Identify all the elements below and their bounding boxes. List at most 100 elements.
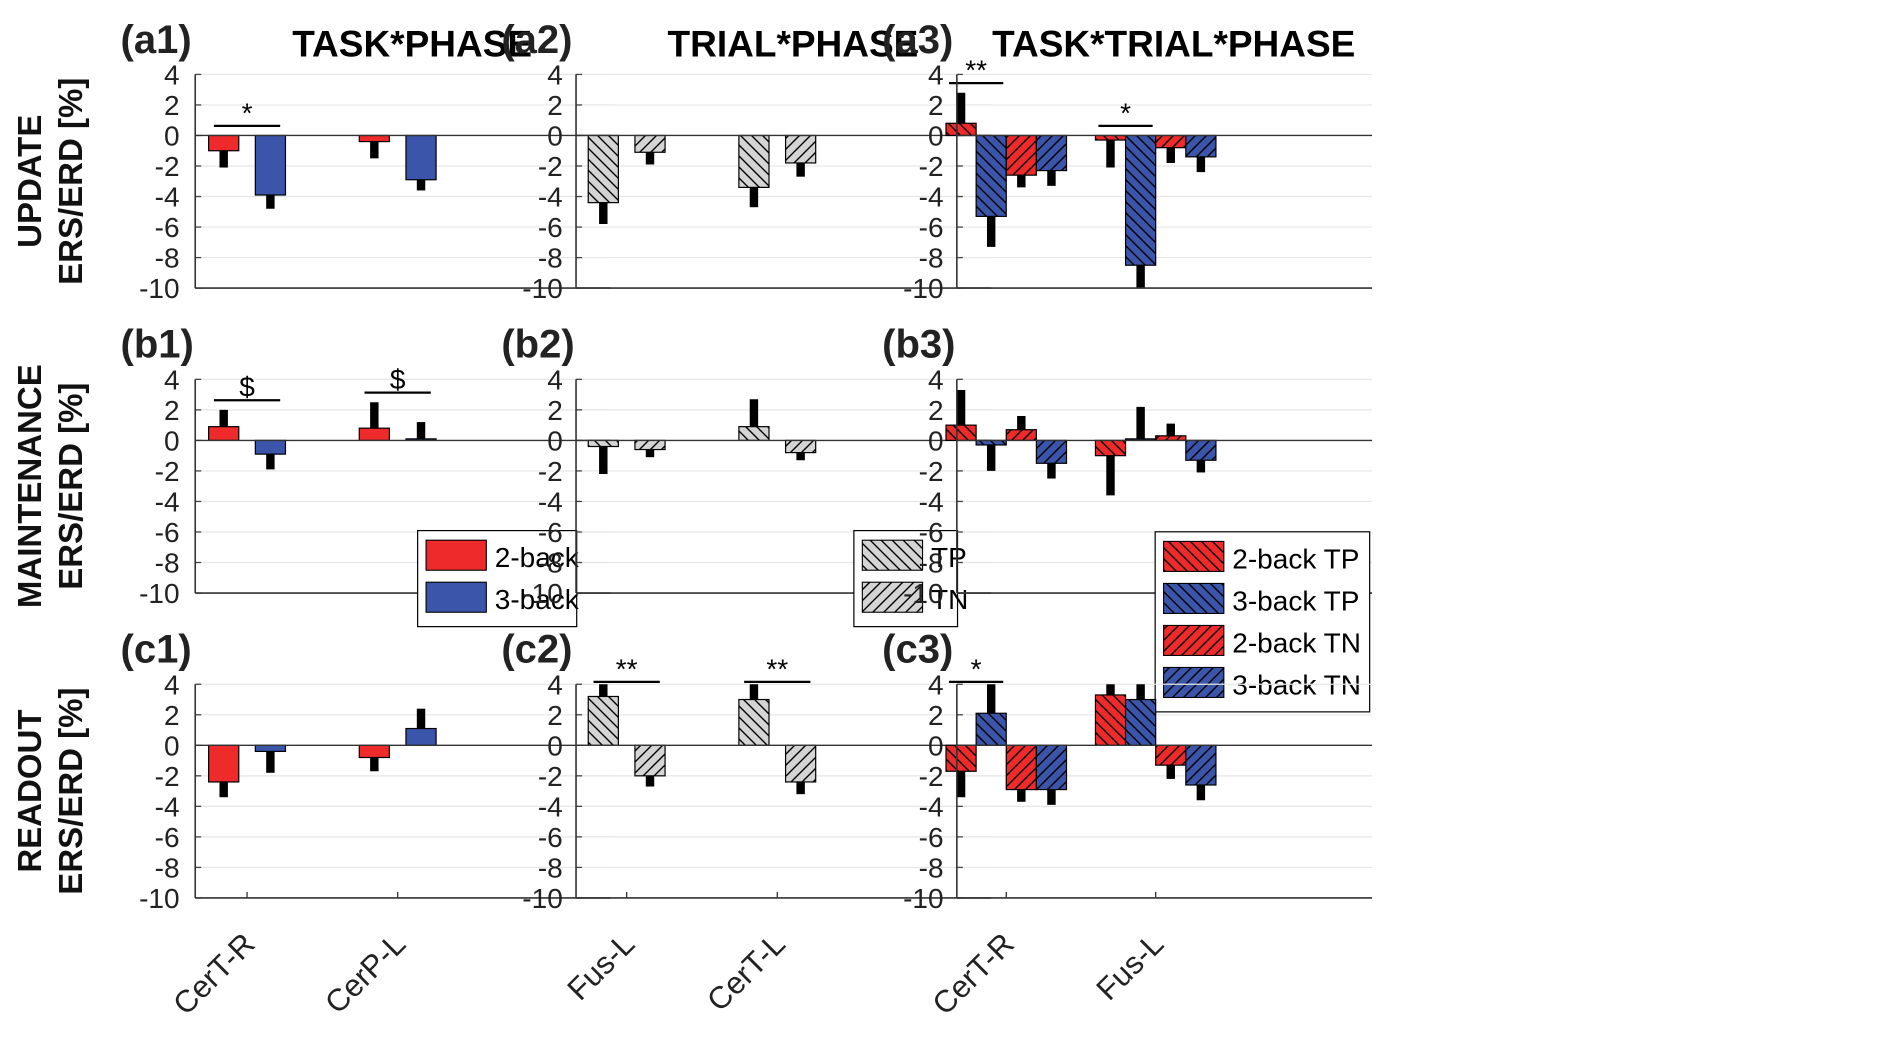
y-tick-label: 2 — [547, 395, 563, 426]
legend-label: 3-back TP — [1232, 585, 1359, 616]
panel-a3: 420-2-4-6-8-10***(a3) TASK*TRIAL*PHASE — [882, 18, 1373, 304]
bar — [358, 427, 390, 441]
bar-hatch — [1185, 135, 1216, 157]
y-tick-label: -2 — [538, 761, 563, 792]
bar-hatch — [588, 135, 619, 203]
y-tick-label: -6 — [919, 212, 944, 243]
y-tick-label: 4 — [164, 669, 180, 700]
bar-hatch — [1036, 745, 1067, 790]
row-ylabel-line-2: ERS/ERD [%] — [52, 383, 89, 590]
row-ylabel: READOUT ERS/ERD [%] — [11, 688, 89, 895]
y-tick-label: -6 — [155, 212, 180, 243]
bar-hatch — [976, 440, 1007, 445]
bar-hatch — [1036, 135, 1067, 171]
y-tick-label: 4 — [164, 364, 180, 395]
y-tick-label: -10 — [903, 273, 943, 304]
row-ylabel-line-2: ERS/ERD [%] — [52, 688, 89, 895]
bar-hatch — [588, 440, 619, 447]
y-tick-label: -2 — [155, 761, 180, 792]
panel-label: (c1) — [121, 628, 192, 672]
bar-hatch — [785, 135, 816, 163]
panel-label: (a2) — [501, 18, 572, 62]
y-tick-label: 4 — [547, 669, 563, 700]
y-tick-label: -2 — [919, 761, 944, 792]
category-label: CerT-L — [700, 926, 792, 1018]
y-tick-label: -10 — [903, 883, 943, 914]
y-tick-label: -4 — [919, 791, 944, 822]
bar-hatch — [588, 696, 619, 746]
y-tick-label: 0 — [928, 730, 944, 761]
significance-label: $ — [390, 364, 406, 395]
bar — [254, 439, 287, 455]
y-tick-label: -8 — [155, 548, 180, 579]
bar-hatch — [1155, 135, 1186, 148]
category-label: CerT-R — [166, 926, 261, 1021]
y-tick-label: -8 — [155, 852, 180, 883]
legend-swatch — [425, 581, 487, 613]
bar-hatch — [738, 135, 770, 188]
category-label: CerT-R — [925, 926, 1020, 1021]
row-ylabel-line-1: UPDATE — [11, 115, 48, 248]
panel-title: TASK*PHASE — [292, 23, 532, 64]
y-tick-label: 0 — [547, 730, 563, 761]
significance-label: * — [242, 97, 253, 128]
panel-b3: 420-2-4-6-8-10(b3)2-back TP3-back TP2-ba… — [882, 323, 1373, 713]
y-tick-label: 4 — [547, 364, 563, 395]
y-tick-label: -10 — [903, 578, 943, 609]
significance-label: * — [1120, 97, 1131, 128]
legend-label: TN — [931, 584, 968, 615]
panel-a2: 420-2-4-6-8-10(a2) TRIAL*PHASE — [501, 18, 992, 304]
legend-swatch-hatch — [862, 582, 923, 613]
y-tick-label: 0 — [547, 425, 563, 456]
bar-hatch — [946, 123, 977, 136]
bar-hatch — [946, 425, 977, 441]
row-ylabel: UPDATE ERS/ERD [%] — [11, 78, 89, 285]
bar-hatch — [785, 745, 816, 782]
y-tick-label: 2 — [547, 90, 563, 121]
panel-title: TRIAL*PHASE — [668, 23, 919, 64]
panel-label: (b3) — [882, 323, 955, 367]
panel-a1: 420-2-4-6-8-10*(a1) TASK*PHASE — [121, 18, 611, 304]
y-tick-label: 2 — [928, 90, 944, 121]
bar-hatch — [1155, 435, 1186, 441]
row-ylabel-line-1: READOUT — [11, 710, 48, 873]
y-tick-label: 4 — [547, 59, 563, 90]
y-tick-label: -10 — [522, 578, 562, 609]
bar — [254, 744, 287, 753]
bar — [405, 727, 437, 746]
row-ylabel-line-1: MAINTENANCE — [11, 364, 48, 608]
bar — [208, 134, 240, 152]
bar-hatch — [634, 745, 666, 776]
y-tick-label: 4 — [164, 59, 180, 90]
y-tick-label: -10 — [139, 273, 179, 304]
bar-hatch — [1036, 440, 1067, 464]
y-tick-label: -4 — [155, 182, 180, 213]
row-ylabel-line-2: ERS/ERD [%] — [52, 78, 89, 285]
legend-swatch-hatch — [862, 540, 923, 571]
bar-hatch — [1125, 438, 1156, 441]
y-tick-label: -6 — [919, 822, 944, 853]
bar — [358, 134, 390, 143]
y-tick-label: -6 — [538, 212, 563, 243]
y-tick-label: 4 — [928, 59, 944, 90]
y-tick-label: -8 — [155, 243, 180, 274]
y-tick-label: 0 — [547, 120, 563, 151]
y-tick-label: 0 — [928, 120, 944, 151]
legend-swatch — [425, 539, 487, 571]
bar-hatch — [1155, 745, 1186, 766]
bar-hatch — [1006, 135, 1037, 176]
y-tick-label: 2 — [164, 90, 180, 121]
legend-swatch-hatch — [1163, 583, 1224, 614]
y-tick-label: -10 — [522, 883, 562, 914]
panel-label: (c2) — [501, 628, 572, 672]
bar-hatch — [785, 440, 816, 453]
y-tick-label: -2 — [538, 456, 563, 487]
legend: 2-back 3-back — [417, 530, 580, 628]
y-tick-label: -8 — [538, 852, 563, 883]
y-tick-label: 2 — [928, 395, 944, 426]
y-tick-label: 0 — [164, 120, 180, 151]
category-label: CerP-L — [318, 926, 412, 1020]
panel-label: (a3) — [882, 18, 953, 62]
panel-label: (b1) — [121, 323, 194, 367]
y-tick-label: -4 — [919, 182, 944, 213]
